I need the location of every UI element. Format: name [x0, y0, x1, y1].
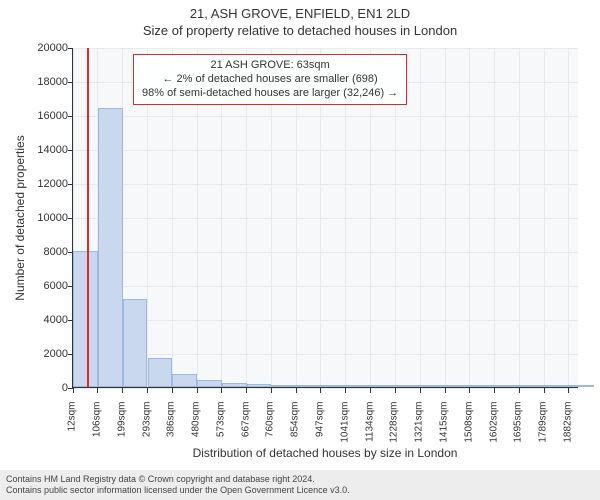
x-tick-label: 1041sqm: [339, 402, 350, 462]
histogram-bar: [544, 385, 569, 387]
histogram-bar: [569, 385, 594, 387]
y-tick-label: 4000: [8, 314, 68, 326]
histogram-bar: [519, 385, 544, 387]
y-tick-label: 12000: [8, 178, 68, 190]
histogram-bar: [296, 385, 321, 387]
y-tick-label: 16000: [8, 110, 68, 122]
footer-line-2: Contains public sector information licen…: [6, 485, 594, 496]
reference-line: [87, 48, 89, 387]
x-tick-label: 947sqm: [314, 402, 325, 462]
histogram-bar: [346, 385, 371, 387]
histogram-bar: [495, 385, 520, 387]
histogram-bar: [222, 383, 247, 387]
histogram-bar: [197, 380, 222, 387]
chart-title-address: 21, ASH GROVE, ENFIELD, EN1 2LD: [0, 0, 600, 23]
x-tick-label: 1134sqm: [364, 402, 375, 462]
y-tick-label: 8000: [8, 246, 68, 258]
x-tick-label: 1789sqm: [538, 402, 549, 462]
x-tick-label: 1321sqm: [414, 402, 425, 462]
x-tick-label: 1228sqm: [389, 402, 400, 462]
histogram-bar: [247, 384, 272, 387]
x-tick-label: 854sqm: [290, 402, 301, 462]
x-tick-label: 386sqm: [166, 402, 177, 462]
y-tick-label: 14000: [8, 144, 68, 156]
y-tick-label: 0: [8, 382, 68, 394]
histogram-bar: [321, 385, 346, 387]
footer-line-1: Contains HM Land Registry data © Crown c…: [6, 474, 594, 485]
y-tick-label: 6000: [8, 280, 68, 292]
x-tick-label: 1882sqm: [562, 402, 573, 462]
chart-container: { "titles": { "line1": "21, ASH GROVE, E…: [0, 0, 600, 500]
y-tick-label: 18000: [8, 76, 68, 88]
histogram-bar: [172, 374, 197, 387]
histogram-bar: [371, 385, 396, 387]
x-tick-label: 760sqm: [265, 402, 276, 462]
annotation-line: ← 2% of detached houses are smaller (698…: [142, 73, 398, 87]
x-tick-label: 199sqm: [116, 402, 127, 462]
histogram-bar: [98, 108, 123, 387]
x-tick-label: 480sqm: [191, 402, 202, 462]
annotation-box: 21 ASH GROVE: 63sqm← 2% of detached hous…: [133, 54, 407, 105]
x-tick-label: 573sqm: [215, 402, 226, 462]
x-tick-label: 667sqm: [240, 402, 251, 462]
x-tick-label: 106sqm: [91, 402, 102, 462]
chart-title-description: Size of property relative to detached ho…: [0, 23, 600, 44]
y-tick-label: 2000: [8, 348, 68, 360]
x-tick-label: 293sqm: [141, 402, 152, 462]
x-tick-label: 1695sqm: [513, 402, 524, 462]
histogram-bar: [395, 385, 420, 387]
histogram-bar: [271, 385, 296, 387]
plot-area: 21 ASH GROVE: 63sqm← 2% of detached hous…: [72, 48, 578, 388]
footer-attribution: Contains HM Land Registry data © Crown c…: [0, 470, 600, 500]
y-tick-label: 10000: [8, 212, 68, 224]
x-tick-label: 1602sqm: [488, 402, 499, 462]
histogram-bar: [445, 385, 470, 387]
x-tick-label: 1415sqm: [439, 402, 450, 462]
histogram-bar: [420, 385, 445, 387]
histogram-bar: [148, 358, 173, 387]
histogram-bar: [470, 385, 495, 387]
x-tick-label: 1508sqm: [463, 402, 474, 462]
x-tick-label: 12sqm: [67, 402, 78, 462]
annotation-line: 98% of semi-detached houses are larger (…: [142, 87, 398, 101]
histogram-bar: [73, 251, 98, 387]
y-tick-label: 20000: [8, 42, 68, 54]
histogram-bar: [123, 299, 148, 387]
annotation-line: 21 ASH GROVE: 63sqm: [142, 59, 398, 73]
